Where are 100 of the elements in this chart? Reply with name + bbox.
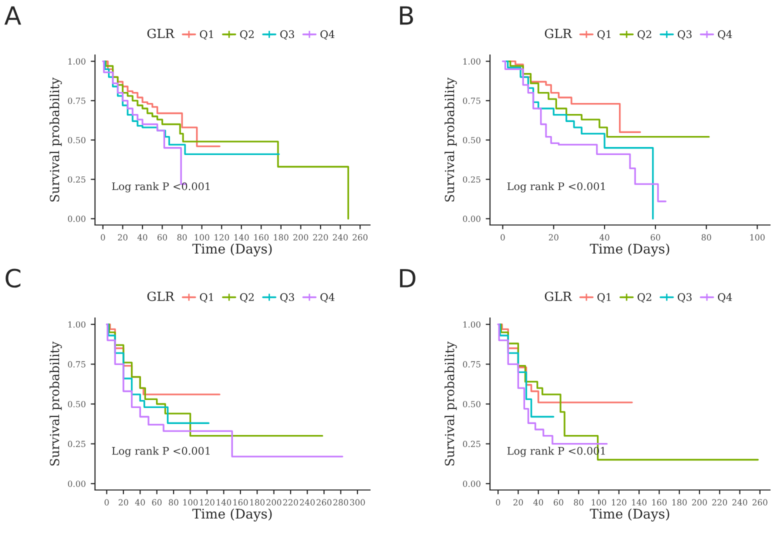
x-tick-label: 140	[632, 499, 646, 506]
y-tick-label: 0.00	[462, 480, 480, 487]
legend-label: Q1	[597, 293, 611, 303]
x-tick-label: 80	[702, 234, 712, 240]
chart-title: D	[400, 269, 416, 288]
x-tick-label: 240	[332, 234, 348, 240]
legend-label: Q2	[240, 30, 254, 40]
y-tick-label: 0.00	[462, 216, 480, 222]
legend-label: Q3	[678, 30, 692, 40]
chart-title: A	[4, 6, 22, 25]
legend-label: Q1	[200, 293, 214, 303]
x-tick-label: 60	[152, 499, 162, 506]
x-tick-label: 80	[168, 499, 178, 506]
x-tick-label: 100	[750, 234, 765, 240]
legend-title: GLR	[147, 292, 175, 302]
legend-label: Q4	[320, 30, 334, 40]
x-tick-label: 300	[350, 499, 365, 506]
x-tick-label: 260	[352, 234, 368, 240]
x-tick-label: 280	[333, 499, 348, 506]
x-tick-label: 0	[104, 499, 109, 506]
x-tick-label: 40	[600, 234, 610, 240]
legend-title: GLR	[147, 28, 175, 38]
legend-label: Q3	[678, 293, 692, 303]
x-tick-label: 160	[234, 499, 248, 506]
legend-title: GLR	[544, 292, 572, 302]
legend-label: Q2	[638, 30, 652, 40]
y-tick-label: 0.50	[462, 400, 480, 408]
x-axis-title: Time (Days)	[192, 508, 272, 522]
legend-label: Q3	[280, 30, 294, 40]
x-axis-title: Time (Days)	[590, 508, 670, 522]
x-tick-label: 200	[266, 499, 282, 506]
legend-label: Q2	[240, 293, 254, 303]
x-tick-label: 180	[274, 234, 288, 240]
y-tick-label: 0.50	[68, 136, 86, 144]
x-tick-label: 120	[612, 499, 626, 506]
legend-title: GLR	[544, 28, 572, 38]
y-tick-label: 0.25	[462, 176, 480, 183]
x-tick-label: 20	[548, 234, 558, 240]
x-tick-label: 100	[194, 234, 210, 240]
x-tick-label: 140	[216, 499, 232, 506]
chart-title: B	[400, 6, 413, 25]
x-tick-label: 260	[752, 499, 768, 506]
legend-label: Q4	[718, 30, 732, 40]
y-tick-label: 0.00	[68, 216, 86, 222]
x-tick-label: 120	[214, 234, 230, 240]
y-axis-title: Survival probability	[444, 77, 457, 202]
chart-title: C	[6, 268, 20, 288]
y-tick-label: 0.00	[68, 480, 86, 487]
y-tick-label: 0.75	[68, 98, 86, 104]
x-tick-label: 80	[574, 499, 584, 506]
x-tick-label: 60	[554, 499, 564, 506]
y-tick-label: 0.25	[68, 176, 86, 183]
x-tick-label: 60	[650, 234, 660, 240]
x-tick-label: 240	[732, 499, 748, 506]
y-tick-label: 1.00	[463, 321, 480, 328]
y-tick-label: 0.25	[462, 440, 480, 448]
annotation: Log rank P <0.001	[112, 182, 210, 192]
y-axis-title: Survival probability	[50, 341, 62, 466]
x-tick-label: 100	[592, 499, 606, 506]
y-tick-label: 0.75	[462, 98, 480, 104]
x-tick-label: 40	[137, 234, 148, 240]
annotation: Log rank P <0.001	[507, 182, 605, 192]
x-tick-label: 0	[496, 499, 500, 506]
x-tick-label: 20	[118, 499, 128, 506]
x-tick-label: 200	[692, 499, 707, 506]
y-tick-label: 0.75	[462, 361, 480, 368]
x-tick-label: 220	[283, 499, 298, 506]
x-tick-label: 0	[500, 234, 505, 240]
legend-label: Q1	[200, 30, 214, 40]
x-tick-label: 100	[183, 499, 198, 506]
x-tick-label: 200	[293, 234, 308, 240]
x-tick-label: 60	[158, 234, 168, 240]
legend-label: Q3	[280, 293, 294, 303]
x-tick-label: 220	[313, 234, 328, 240]
legend-label: Q1	[597, 30, 611, 40]
legend-label: Q4	[718, 293, 732, 303]
y-tick-label: 1.00	[68, 58, 86, 65]
x-tick-label: 120	[200, 499, 214, 506]
y-axis-title: Survival probability	[50, 77, 62, 202]
y-tick-label: 1.00	[463, 58, 480, 65]
x-tick-label: 240	[300, 499, 315, 506]
x-tick-label: 180	[672, 499, 687, 506]
x-tick-label: 0	[100, 234, 106, 240]
x-tick-label: 260	[316, 499, 332, 506]
legend-label: Q2	[638, 293, 652, 303]
x-tick-label: 160	[254, 234, 269, 240]
x-tick-label: 40	[533, 499, 544, 506]
x-axis-title: Time (Days)	[192, 243, 272, 256]
y-axis-title: Survival probability	[444, 341, 457, 466]
x-axis-title: Time (Days)	[590, 243, 670, 256]
x-tick-label: 80	[177, 234, 187, 240]
y-tick-label: 0.25	[68, 440, 86, 448]
y-tick-label: 0.50	[68, 400, 86, 408]
x-tick-label: 180	[250, 499, 265, 506]
x-tick-label: 220	[712, 499, 728, 506]
x-tick-label: 20	[513, 499, 523, 506]
y-tick-label: 0.50	[462, 136, 480, 144]
annotation: Log rank P <0.001	[112, 446, 210, 457]
x-tick-label: 20	[118, 234, 128, 240]
x-tick-label: 140	[234, 234, 249, 240]
